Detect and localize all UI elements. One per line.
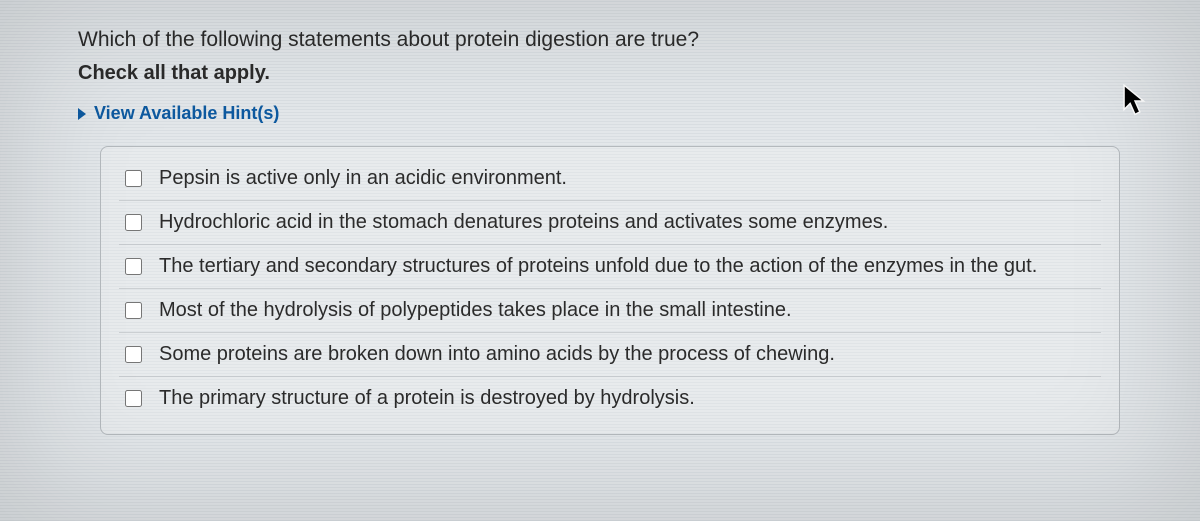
answer-option[interactable]: Hydrochloric acid in the stomach denatur… [119,201,1101,245]
view-hints-label: View Available Hint(s) [94,103,279,124]
option-checkbox[interactable] [125,302,142,319]
option-label: The tertiary and secondary structures of… [159,255,1037,278]
option-checkbox[interactable] [125,390,142,407]
question-prompt: Which of the following statements about … [78,28,1122,52]
option-label: Hydrochloric acid in the stomach denatur… [159,211,888,234]
answer-option[interactable]: Pepsin is active only in an acidic envir… [119,157,1101,201]
option-label: Pepsin is active only in an acidic envir… [159,167,567,190]
answer-option[interactable]: Most of the hydrolysis of polypeptides t… [119,289,1101,333]
option-checkbox[interactable] [125,170,142,187]
option-label: Most of the hydrolysis of polypeptides t… [159,299,792,322]
question-panel: Which of the following statements about … [0,0,1200,521]
answer-option[interactable]: Some proteins are broken down into amino… [119,333,1101,377]
option-label: The primary structure of a protein is de… [159,387,695,410]
answer-option[interactable]: The primary structure of a protein is de… [119,377,1101,420]
disclosure-triangle-icon [78,108,86,120]
answer-option[interactable]: The tertiary and secondary structures of… [119,245,1101,289]
answer-options-box: Pepsin is active only in an acidic envir… [100,146,1120,435]
option-checkbox[interactable] [125,258,142,275]
option-label: Some proteins are broken down into amino… [159,343,835,366]
question-instruction: Check all that apply. [78,62,1122,85]
option-checkbox[interactable] [125,346,142,363]
option-checkbox[interactable] [125,214,142,231]
view-hints-toggle[interactable]: View Available Hint(s) [78,103,279,124]
